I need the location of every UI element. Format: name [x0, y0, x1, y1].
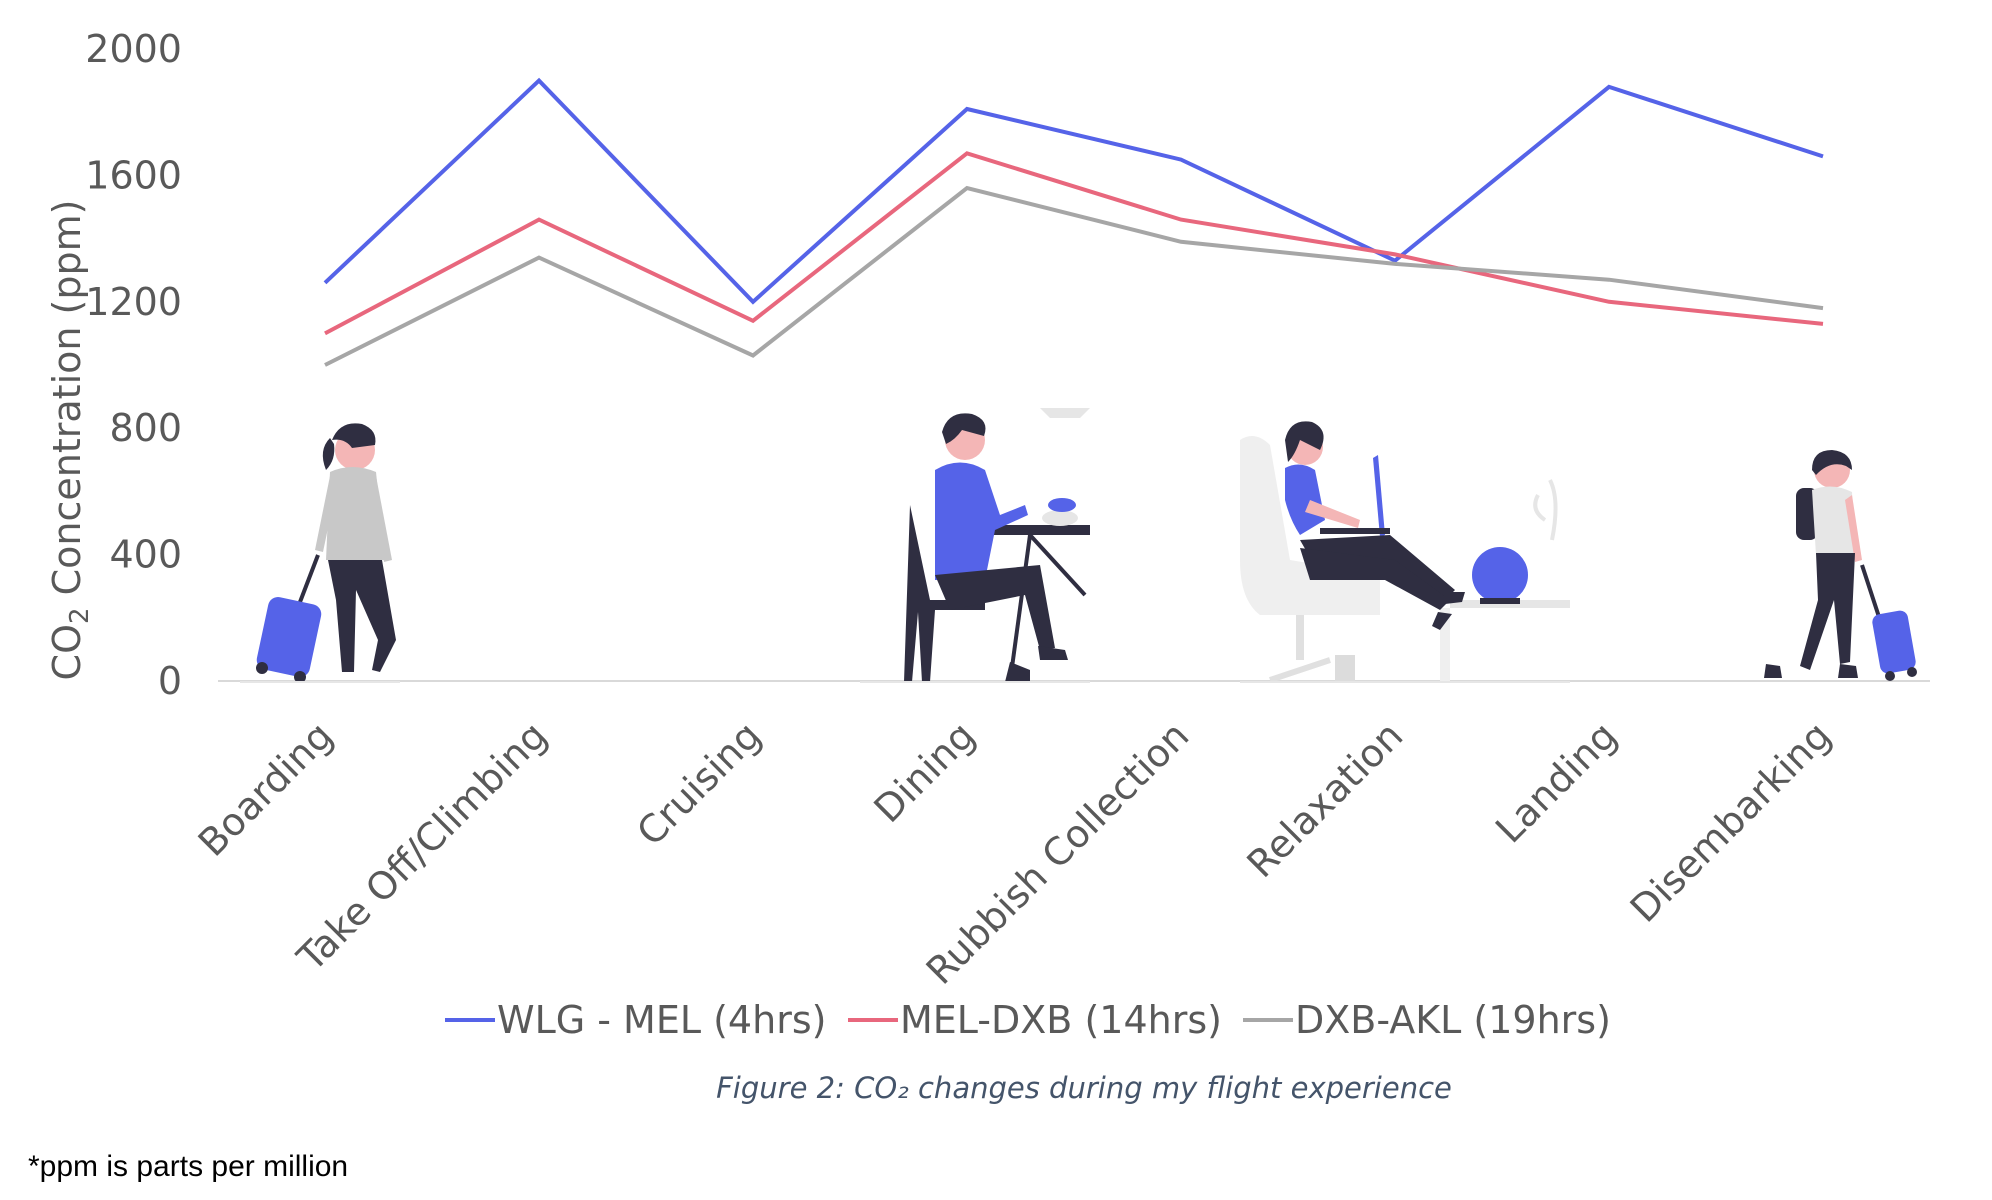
person-dining-icon	[860, 408, 1090, 683]
y-axis-label: CO2 Concentration (ppm)	[45, 200, 95, 681]
y-tick-label: 0	[158, 659, 182, 703]
series-lines	[323, 77, 1824, 367]
legend-label-2: DXB-AKL (19hrs)	[1295, 998, 1611, 1042]
x-category-label: Boarding	[190, 713, 342, 865]
x-category-label: Disembarking	[1622, 713, 1840, 931]
traveler-disembarking-icon	[1764, 450, 1917, 681]
y-axis-ticks: 0 400 800 1200 1600 2000	[85, 27, 182, 703]
series-line-2	[324, 185, 1824, 367]
x-category-label: Dining	[866, 713, 984, 831]
legend: WLG - MEL (4hrs) MEL-DXB (14hrs) DXB-AKL (…	[445, 998, 1611, 1042]
footnote: *ppm is parts per million	[28, 1150, 349, 1183]
series-line-0	[323, 77, 1824, 305]
y-tick-label: 1200	[85, 280, 182, 324]
legend-label-0: WLG - MEL (4hrs)	[497, 998, 826, 1042]
x-category-label: Relaxation	[1238, 713, 1411, 886]
legend-label-1: MEL-DXB (14hrs)	[900, 998, 1222, 1042]
series-line-1	[324, 151, 1824, 336]
y-tick-label: 400	[109, 533, 182, 577]
y-tick-label: 2000	[85, 27, 182, 71]
y-tick-label: 800	[109, 406, 182, 450]
y-tick-label: 1600	[85, 153, 182, 197]
x-category-label: Landing	[1487, 713, 1625, 851]
figure-caption: Figure 2: CO₂ changes during my flight e…	[716, 1071, 1452, 1105]
x-category-label: Cruising	[628, 713, 769, 854]
person-relaxing-laptop-icon	[1240, 421, 1570, 683]
traveler-with-suitcase-icon	[240, 423, 400, 683]
